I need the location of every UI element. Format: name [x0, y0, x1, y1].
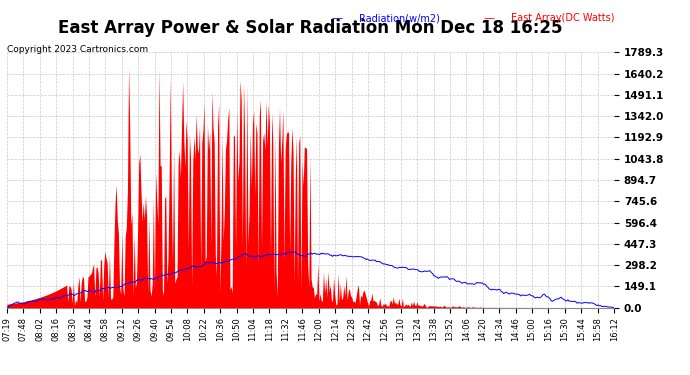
Text: East Array(DC Watts): East Array(DC Watts) — [511, 13, 614, 23]
Text: —: — — [331, 13, 342, 23]
Text: Radiation(w/m2): Radiation(w/m2) — [359, 13, 440, 23]
Text: Copyright 2023 Cartronics.com: Copyright 2023 Cartronics.com — [7, 45, 148, 54]
Text: East Array Power & Solar Radiation Mon Dec 18 16:25: East Array Power & Solar Radiation Mon D… — [58, 19, 563, 37]
Text: —: — — [483, 13, 494, 23]
